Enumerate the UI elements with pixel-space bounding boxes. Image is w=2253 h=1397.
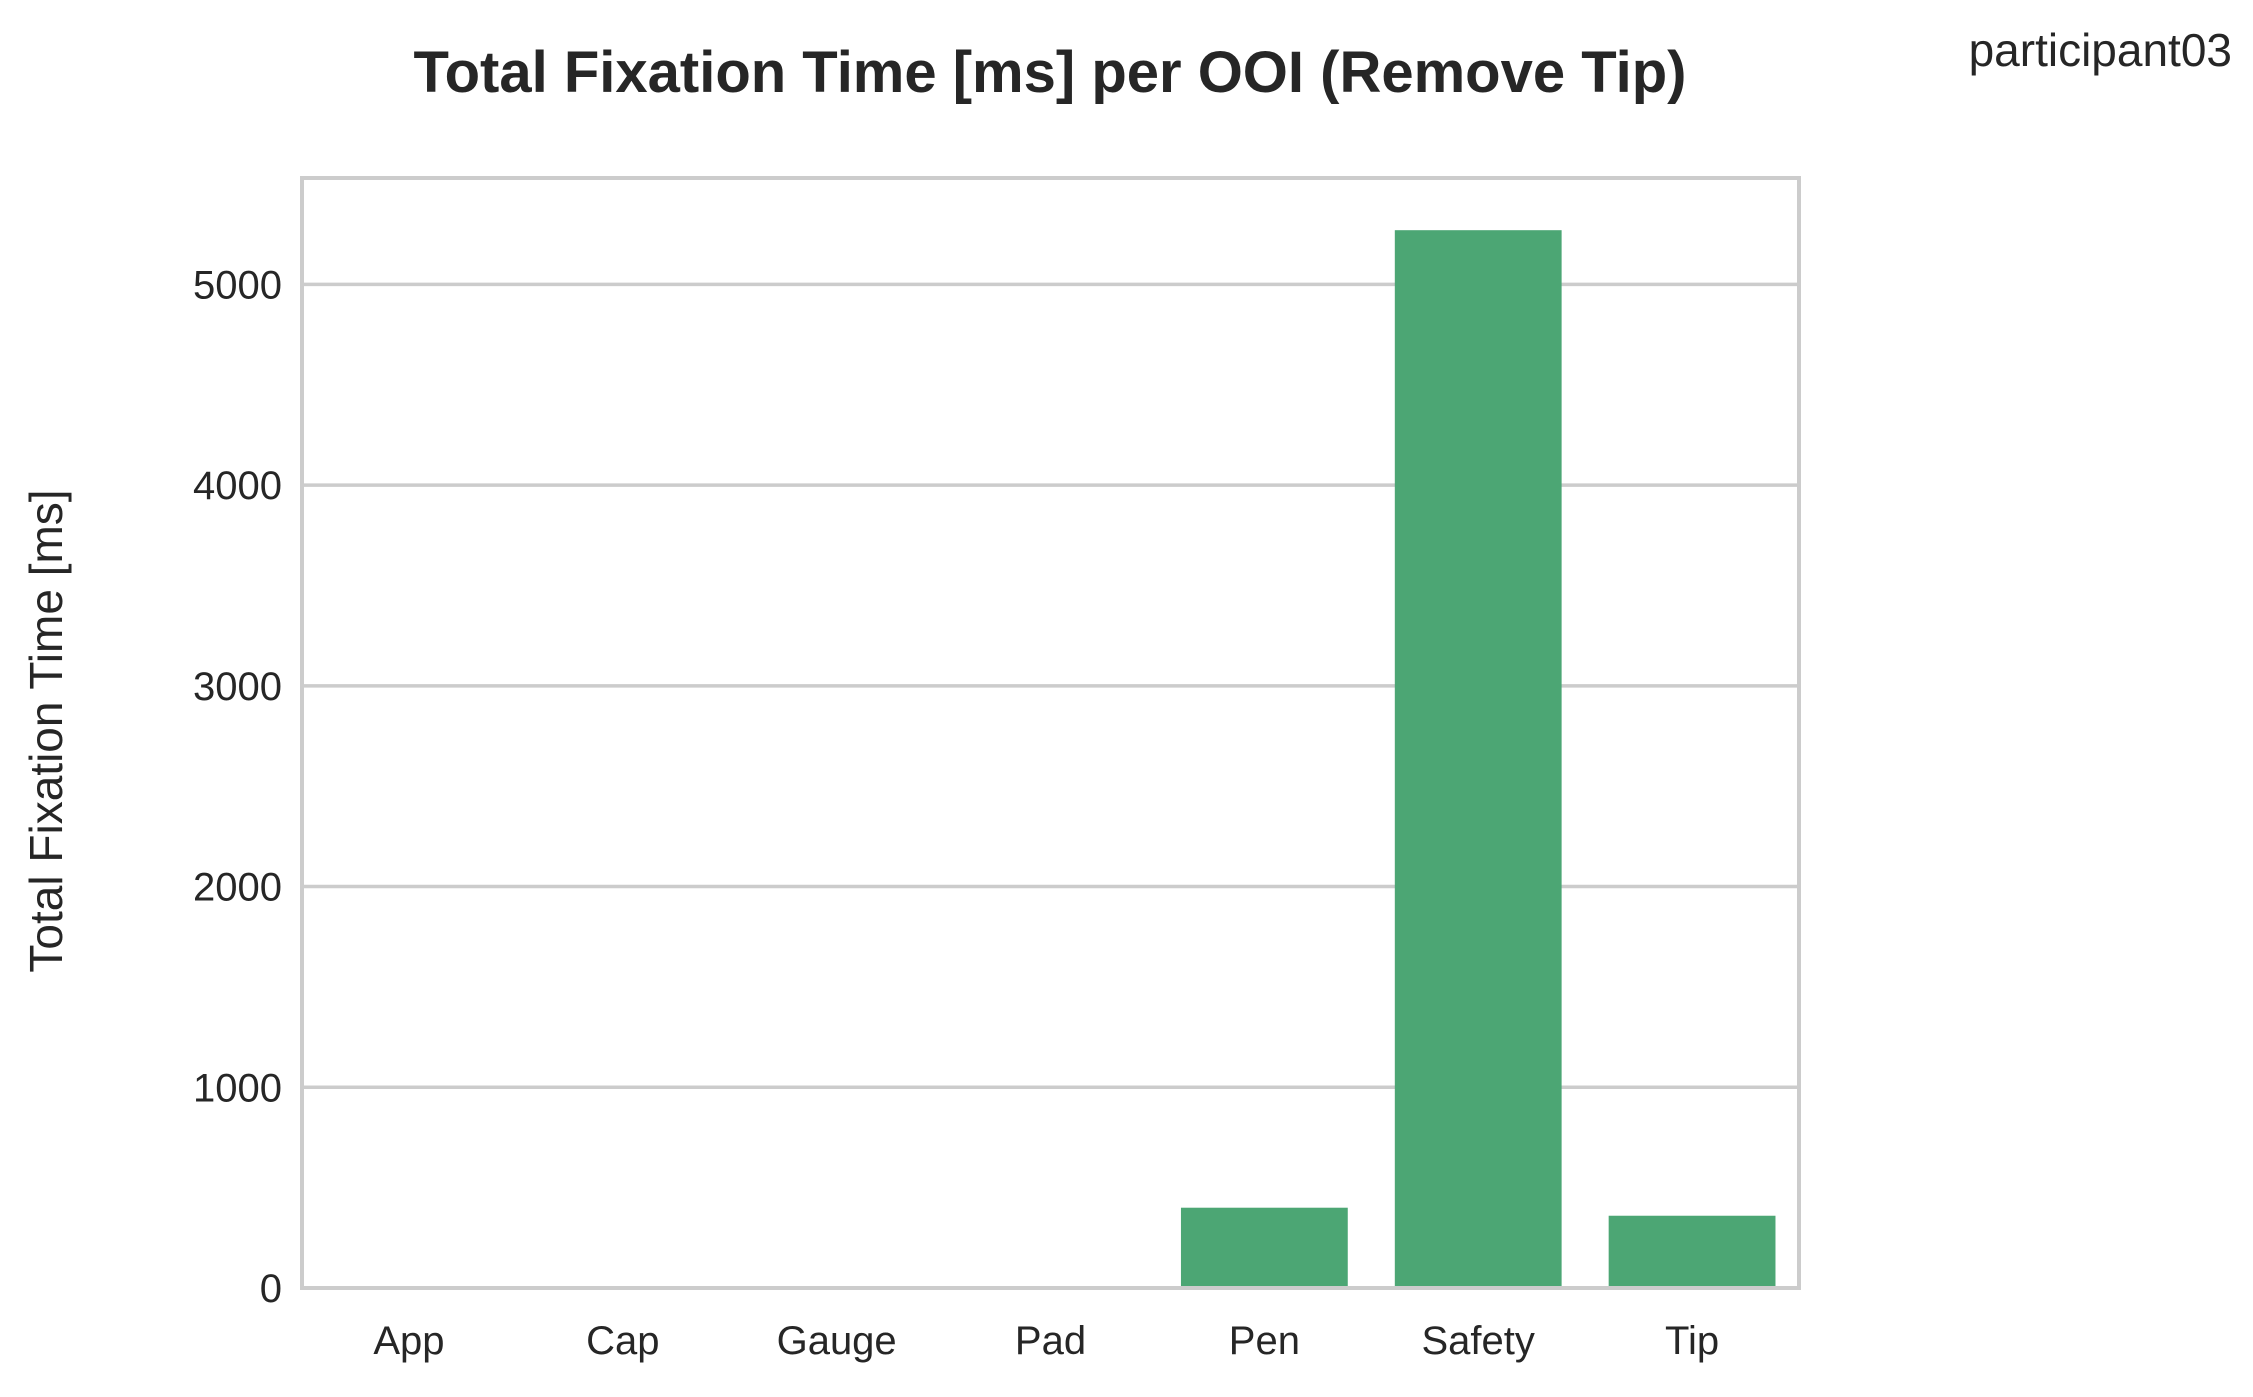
bar-safety xyxy=(1394,230,1562,1288)
chart-title: Total Fixation Time [ms] per OOI (Remove… xyxy=(414,40,1687,105)
y-tick-label: 4000 xyxy=(193,464,282,508)
x-tick-label-tip: Tip xyxy=(1665,1319,1719,1363)
bars xyxy=(1180,230,1776,1288)
participant-label: participant03 xyxy=(1969,24,2232,76)
y-axis-label: Total Fixation Time [ms] xyxy=(20,489,72,972)
x-tick-label-safety: Safety xyxy=(1422,1319,1535,1363)
x-tick-label-pad: Pad xyxy=(1015,1319,1086,1363)
y-tick-label: 1000 xyxy=(193,1066,282,1110)
y-tick-labels: 0 1000 2000 3000 4000 5000 xyxy=(193,263,282,1311)
bar-pen xyxy=(1180,1207,1348,1288)
plot-frame xyxy=(300,176,1801,1290)
y-tick-label: 5000 xyxy=(193,263,282,307)
y-tick-label: 3000 xyxy=(193,665,282,709)
x-tick-label-app: App xyxy=(373,1319,444,1363)
x-tick-label-gauge: Gauge xyxy=(777,1319,897,1363)
y-tick-label: 2000 xyxy=(193,866,282,910)
y-tick-label: 0 xyxy=(260,1267,282,1311)
x-tick-label-cap: Cap xyxy=(586,1319,659,1363)
x-tick-label-pen: Pen xyxy=(1229,1319,1300,1363)
gridlines xyxy=(302,282,1799,1290)
bar-tip xyxy=(1608,1215,1776,1288)
x-tick-labels: App Cap Gauge Pad Pen Safety Tip xyxy=(373,1319,1719,1363)
